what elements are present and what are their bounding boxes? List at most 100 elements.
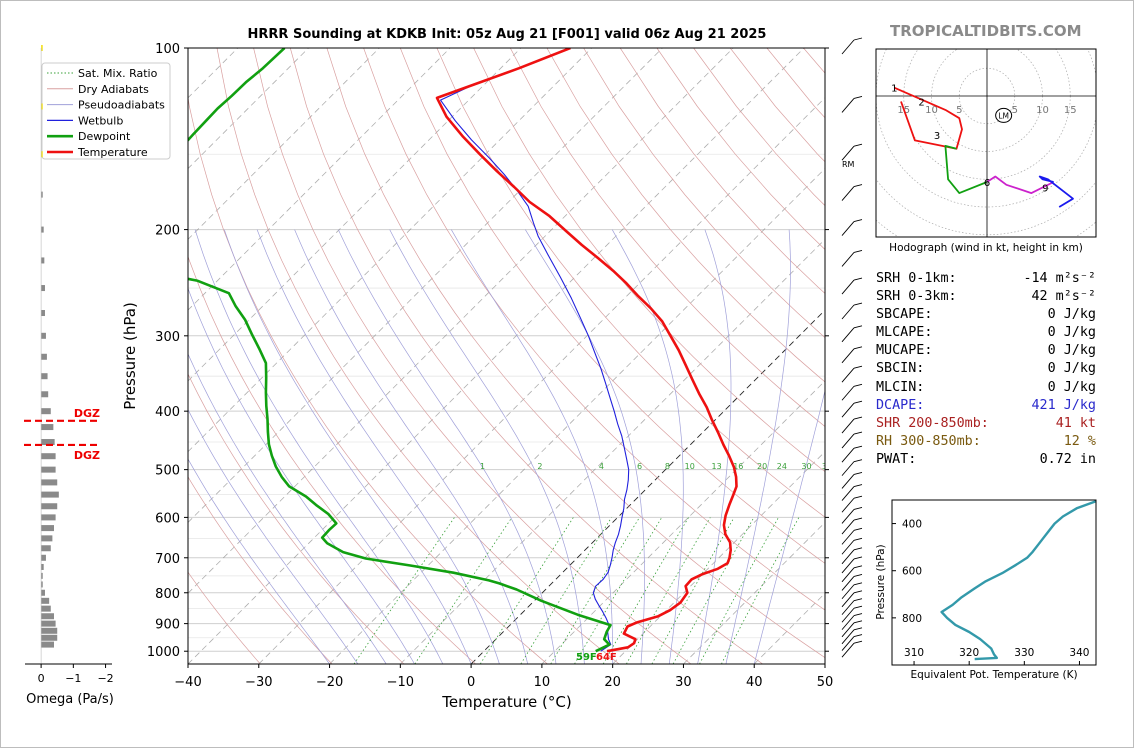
dry-adiabat (583, 48, 825, 339)
wind-barb-staff (841, 486, 855, 501)
stat-value: 0 J/kg (1047, 379, 1096, 395)
mixing-ratio-line (651, 517, 735, 664)
y-tick-label: 100 (155, 42, 180, 57)
hodo-series (893, 86, 963, 150)
wind-barb-staff (841, 348, 855, 364)
isotherm (400, 238, 825, 664)
omega-bar (41, 597, 50, 604)
pseudoadiabat (337, 229, 557, 664)
x-tick-label: 0 (467, 675, 475, 690)
pseudoadiabat (611, 229, 684, 664)
hodo-ring-label: 5 (956, 105, 962, 116)
series-wetbulb (439, 48, 630, 652)
thetae-x-tick-label: 340 (1069, 647, 1089, 659)
x-tick-label: −40 (174, 675, 201, 690)
mixing-ratio-label: 16 (733, 462, 743, 471)
stat-value: 0 J/kg (1047, 343, 1096, 359)
wind-barb-staff (841, 549, 855, 565)
x-tick-label: 30 (675, 675, 692, 690)
wind-barb-flag (853, 365, 863, 369)
wind-barb-staff (841, 98, 855, 113)
stat-row: SBCIN: 0 J/kg (876, 360, 1096, 378)
isotherm (188, 48, 592, 453)
thetae-y-tick-label: 800 (902, 613, 922, 625)
stat-row: SRH 0-3km: 42 m²s⁻² (876, 288, 1096, 306)
isotherm (188, 48, 309, 170)
hodo-ring-label: 5 (1012, 105, 1018, 116)
y-tick-label: 900 (155, 618, 180, 633)
pseudoadiabat (188, 353, 387, 664)
stat-value: 0.72 in (1039, 451, 1096, 467)
stat-value: 42 m²s⁻² (1031, 289, 1097, 305)
wind-barb-flag (853, 184, 863, 188)
omega-bar (41, 491, 59, 498)
y-tick-label: 600 (155, 511, 180, 526)
dry-adiabat (188, 476, 333, 664)
wind-barb-staff (841, 576, 855, 591)
surface-temperature-label: 64F (596, 652, 617, 663)
storm-motion-marker (995, 107, 1013, 123)
y-tick-label: 700 (155, 552, 180, 567)
stat-label: SBCAPE: (876, 307, 933, 323)
wind-barb-staff (841, 622, 855, 638)
omega-bar (41, 589, 45, 596)
mixing-ratio-label: 24 (777, 462, 787, 471)
x-axis-label: Temperature (°C) (441, 693, 571, 711)
chart-title: HRRR Sounding at KDKB Init: 05z Aug 21 [… (247, 27, 767, 42)
omega-bar (41, 620, 56, 627)
y-tick-label: 300 (155, 330, 180, 345)
legend-entry: Dry Adiabats (78, 83, 149, 96)
isotherm (188, 48, 805, 664)
legend-entry: Wetbulb (78, 114, 123, 127)
series-dewpoint (188, 48, 612, 653)
omega-bar (41, 103, 43, 110)
wind-barb-staff (841, 615, 855, 630)
wind-barb-flag (853, 517, 863, 521)
hodo-series (1038, 175, 1074, 208)
wind-barb-flag (853, 383, 863, 387)
wind-barb-staff (841, 385, 855, 401)
sounding-indices: SRH 0-1km: -14 m²s⁻² SRH 0-3km: 42 m²s⁻² SBC… (876, 270, 1096, 469)
dry-adiabat (188, 571, 261, 664)
stat-label: DCAPE: (876, 397, 925, 413)
hodo-frame (875, 48, 1097, 238)
thetae-x-tick-label: 330 (1014, 647, 1034, 659)
hodo-series (986, 175, 1055, 194)
omega-bar (41, 285, 45, 292)
omega-bar (41, 424, 54, 431)
wind-barb-flag (853, 431, 863, 435)
thetae-y-tick-label: 600 (902, 566, 922, 578)
skew-t-axes-frame (187, 47, 826, 665)
pseudoadiabat (194, 229, 444, 664)
stat-label: PWAT: (876, 451, 917, 467)
mixing-ratio-line (672, 517, 755, 664)
mixing-ratio-label: 20 (757, 462, 767, 471)
legend-entry: Temperature (77, 146, 148, 159)
wind-barb-staff (841, 629, 855, 645)
dry-adiabat (399, 48, 825, 564)
stat-row: SRH 0-1km: -14 m²s⁻² (876, 270, 1096, 288)
storm-motion-label: LM (998, 111, 1009, 120)
wind-barb-staff (841, 642, 855, 658)
mixing-ratio-line (353, 517, 455, 664)
hodo-height-label: 1 (891, 84, 897, 95)
pseudoadiabat (256, 229, 500, 664)
wind-barb-staff (841, 304, 855, 320)
thetae-y-axis-label: Pressure (hPa) (875, 544, 887, 619)
stat-label: MLCAPE: (876, 325, 933, 341)
thetae-x-tick-label: 320 (959, 647, 979, 659)
mixing-ratio-label: 2 (537, 462, 542, 471)
wind-barb-flag (853, 445, 863, 449)
theta-e-panel: 310 320 330 340 400 600 800 Equivalent Pot. Tem… (875, 499, 1097, 681)
pseudoadiabat (294, 229, 529, 664)
wind-barb-staff (841, 584, 855, 600)
dry-adiabat (546, 48, 825, 383)
wind-barb-staff (841, 418, 855, 434)
omega-bar (41, 554, 46, 561)
pseudoadiabat (389, 229, 585, 664)
omega-bar (41, 545, 51, 552)
thetae-y-tick-label: 400 (902, 519, 922, 531)
hodograph-title: Hodograph (wind in kt, height in km) (889, 242, 1083, 254)
